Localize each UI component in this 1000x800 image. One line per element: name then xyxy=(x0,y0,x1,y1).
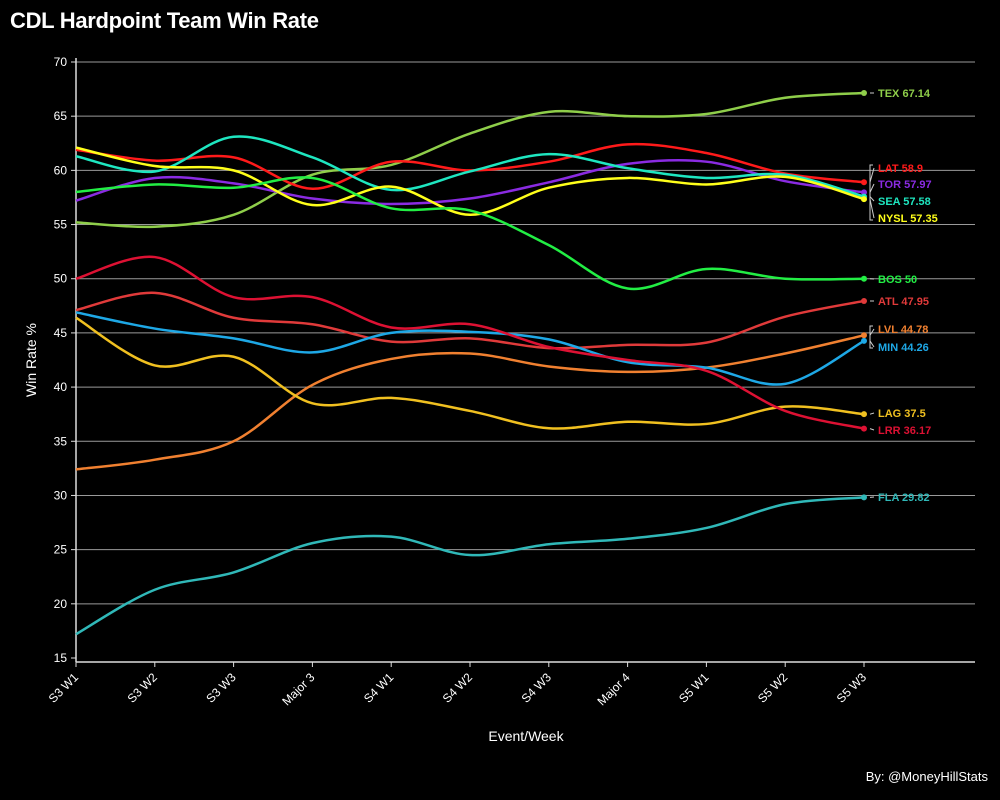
leader-line xyxy=(869,340,875,348)
y-tick-label: 30 xyxy=(54,488,68,502)
end-label-atl: ATL 47.95 xyxy=(878,296,929,308)
y-tick-label: 40 xyxy=(54,380,68,394)
leader-line xyxy=(869,412,875,415)
leader-line xyxy=(869,196,875,202)
end-point-lat xyxy=(861,179,867,186)
y-axis-title: Win Rate % xyxy=(23,323,39,397)
end-label-tor: TOR 57.97 xyxy=(878,179,932,191)
y-tick-label: 20 xyxy=(54,597,68,611)
series-line-fla xyxy=(75,496,865,636)
end-label-bos: BOS 50 xyxy=(878,274,917,286)
series-line-tor xyxy=(75,158,865,206)
x-tick-label: S3 W1 xyxy=(46,670,82,706)
x-axis-title: Event/Week xyxy=(488,728,564,744)
y-tick-label: 15 xyxy=(54,651,68,665)
label-bracket xyxy=(869,164,873,221)
series-line-sea xyxy=(75,135,865,198)
end-label-fla: FLA 29.82 xyxy=(878,492,930,504)
x-tick-label: S5 W1 xyxy=(676,670,712,706)
end-labels: TEX 67.14 LAT 58.9 TOR 57.97 SEA 57.58 NYSL … xyxy=(869,88,938,504)
y-tick-label: 35 xyxy=(54,434,68,448)
x-tick-label: S5 W3 xyxy=(834,670,870,706)
x-tick-label: S3 W2 xyxy=(125,670,161,706)
end-point-fla xyxy=(861,494,867,501)
series-lines xyxy=(75,89,867,636)
end-label-lat: LAT 58.9 xyxy=(878,163,923,175)
end-point-bos xyxy=(861,275,867,282)
x-tick-label: S4 W3 xyxy=(519,670,555,706)
end-label-sea: SEA 57.58 xyxy=(878,196,931,208)
end-label-nysl: NYSL 57.35 xyxy=(878,213,938,225)
x-tick-label: S4 W2 xyxy=(440,670,476,706)
series-line-tex xyxy=(75,91,865,229)
end-point-min xyxy=(861,337,867,344)
y-tick-label: 45 xyxy=(54,326,68,340)
end-label-lrr: LRR 36.17 xyxy=(878,425,931,437)
series-line-nysl xyxy=(75,146,865,217)
y-tick-label: 50 xyxy=(54,272,68,286)
end-label-tex: TEX 67.14 xyxy=(878,88,931,100)
y-tick-label: 25 xyxy=(54,543,68,557)
x-tick-label: S4 W1 xyxy=(361,670,397,706)
leader-line xyxy=(869,428,875,431)
x-tick-label: Major 3 xyxy=(279,670,317,708)
y-tick-label: 60 xyxy=(54,163,68,177)
chart-title: CDL Hardpoint Team Win Rate xyxy=(10,8,319,33)
end-label-min: MIN 44.26 xyxy=(878,342,929,354)
axes: 15 20 25 30 35 40 45 50 55 60 65 70 S3 W1 S3 W2 S3 W3 M… xyxy=(46,55,975,708)
series-line-min xyxy=(75,311,865,386)
credit-text: By: @MoneyHillStats xyxy=(865,769,988,784)
label-bracket xyxy=(869,325,873,349)
series-line-atl xyxy=(75,291,865,350)
end-point-lrr xyxy=(861,425,867,432)
end-label-lag: LAG 37.5 xyxy=(878,408,926,420)
series-line-lag xyxy=(75,316,865,430)
x-tick-label: S3 W3 xyxy=(203,670,239,706)
x-tick-label: Major 4 xyxy=(595,670,633,708)
y-tick-label: 70 xyxy=(54,55,68,69)
end-point-tex xyxy=(861,89,867,96)
x-tick-label: S5 W2 xyxy=(755,670,791,706)
end-point-lag xyxy=(861,411,867,418)
end-point-atl xyxy=(861,297,867,304)
series-line-lrr xyxy=(75,255,865,430)
y-tick-label: 55 xyxy=(54,218,68,232)
y-tick-label: 65 xyxy=(54,109,68,123)
leader-line xyxy=(869,167,875,183)
grid-lines xyxy=(76,61,975,605)
leader-line xyxy=(869,183,875,193)
end-point-tor xyxy=(861,189,867,196)
end-label-lvl: LVL 44.78 xyxy=(878,324,928,336)
leader-line xyxy=(869,328,875,336)
leader-line xyxy=(869,198,875,219)
series-line-bos xyxy=(75,176,865,291)
end-point-lvl xyxy=(861,332,867,339)
end-point-nysl xyxy=(861,196,867,203)
series-line-lvl xyxy=(75,334,865,471)
